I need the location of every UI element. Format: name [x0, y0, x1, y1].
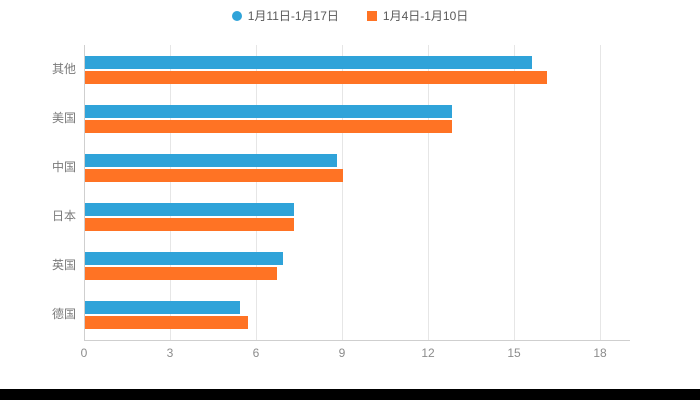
bar-中国-blue[interactable] [85, 153, 338, 167]
x-tick-label-12: 12 [421, 346, 435, 360]
x-tick-label-6: 6 [252, 346, 260, 360]
gridline-x-15 [514, 45, 515, 340]
category-label-日本: 日本 [51, 209, 76, 224]
category-label-德国: 德国 [51, 307, 76, 322]
bar-其他-orange[interactable] [85, 70, 547, 84]
x-axis-line [84, 340, 630, 341]
legend-marker-orange-square-icon [366, 10, 377, 21]
bar-英国-blue[interactable] [85, 252, 283, 266]
bar-德国-blue[interactable] [85, 301, 240, 315]
category-label-美国: 美国 [51, 110, 76, 125]
category-label-其他: 其他 [51, 61, 76, 76]
legend-item-jan4-10[interactable]: 1月4日-1月10日 [366, 7, 469, 24]
gridline-x-0 [84, 45, 85, 340]
x-tick-label-0: 0 [80, 346, 88, 360]
category-label-中国: 中国 [51, 159, 76, 174]
bar-其他-blue[interactable] [85, 55, 533, 69]
legend-marker-blue-circle-icon [231, 10, 242, 21]
bar-美国-orange[interactable] [85, 119, 452, 133]
legend-item-jan11-17[interactable]: 1月11日-1月17日 [231, 7, 339, 24]
x-tick-label-18: 18 [593, 346, 607, 360]
gridline-x-9 [342, 45, 343, 340]
x-tick-label-15: 15 [507, 346, 521, 360]
bar-美国-blue[interactable] [85, 104, 452, 118]
bar-英国-orange[interactable] [85, 267, 278, 281]
x-tick-label-3: 3 [166, 346, 174, 360]
gridline-x-3 [170, 45, 171, 340]
bar-中国-orange[interactable] [85, 168, 343, 182]
plot-area: 0 3 6 9 12 15 18 其他美国中国日本英国德国 [52, 45, 630, 360]
x-tick-label-9: 9 [338, 346, 346, 360]
legend-label-jan11-17: 1月11日-1月17日 [247, 9, 339, 23]
category-label-英国: 英国 [51, 258, 76, 273]
legend: 1月11日-1月17日 1月4日-1月10日 [0, 7, 700, 24]
gridline-x-12 [428, 45, 429, 340]
bar-日本-blue[interactable] [85, 203, 295, 217]
bottom-black-strip [0, 389, 700, 400]
bar-日本-orange[interactable] [85, 218, 295, 232]
gridline-x-6 [256, 45, 257, 340]
gridline-x-18 [600, 45, 601, 340]
legend-label-jan4-10: 1月4日-1月10日 [382, 9, 469, 23]
bar-德国-orange[interactable] [85, 316, 249, 330]
